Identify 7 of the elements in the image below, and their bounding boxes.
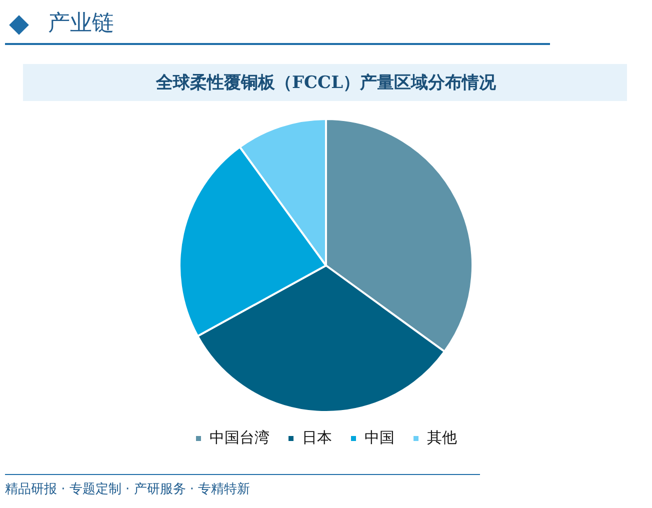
legend-label: 中国台湾	[210, 428, 270, 446]
legend-label: 中国	[364, 428, 394, 446]
text: 精品研报 · 专题定制 · 产研服务 · 专精特新	[5, 481, 250, 499]
legend-label: 其他	[427, 428, 457, 446]
legend-label: 日本	[302, 428, 332, 446]
chart-title: 全球柔性覆铜板（FCCL）产量区域分布情况	[156, 73, 496, 93]
text: 产业链	[48, 10, 114, 38]
